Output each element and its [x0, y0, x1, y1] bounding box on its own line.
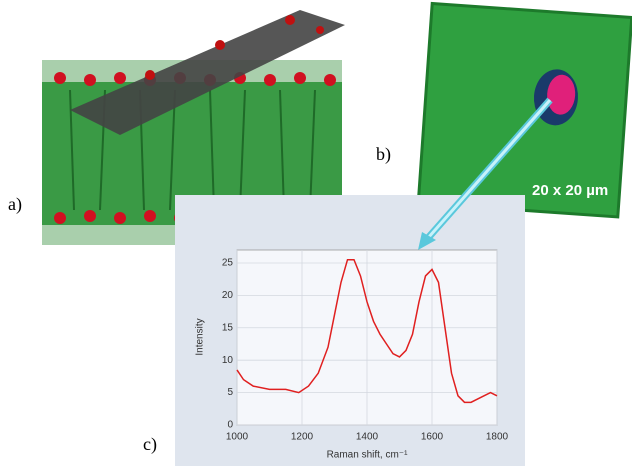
x-tick-label: 1800 — [486, 432, 509, 443]
y-tick-label: 20 — [222, 290, 234, 301]
page: a) b) 20 x 20 µm 0 5 10 15 20 25 1000 1200 1400 1… — [0, 0, 632, 466]
scale-label: 20 x 20 µm — [532, 182, 608, 199]
panel-label: b) — [376, 144, 391, 165]
y-tick-label: 15 — [222, 322, 234, 333]
x-tick-label: 1400 — [356, 432, 379, 443]
panel-label: a) — [8, 194, 22, 215]
x-tick-label: 1000 — [226, 432, 249, 443]
y-tick-label: 10 — [222, 355, 234, 366]
y-tick-label: 5 — [227, 387, 233, 398]
figure: a) b) 20 x 20 µm 0 5 10 15 20 25 1000 1200 1400 1… — [0, 0, 632, 466]
x-tick-label: 1600 — [421, 432, 444, 443]
y-tick-label: 25 — [222, 258, 234, 269]
x-tick-label: 1200 — [291, 432, 314, 443]
y-axis-label: Intensity — [195, 318, 206, 355]
x-axis-label: Raman shift, cm⁻¹ — [327, 450, 409, 461]
panel-label: c) — [143, 434, 157, 455]
y-tick-label: 0 — [227, 420, 233, 431]
